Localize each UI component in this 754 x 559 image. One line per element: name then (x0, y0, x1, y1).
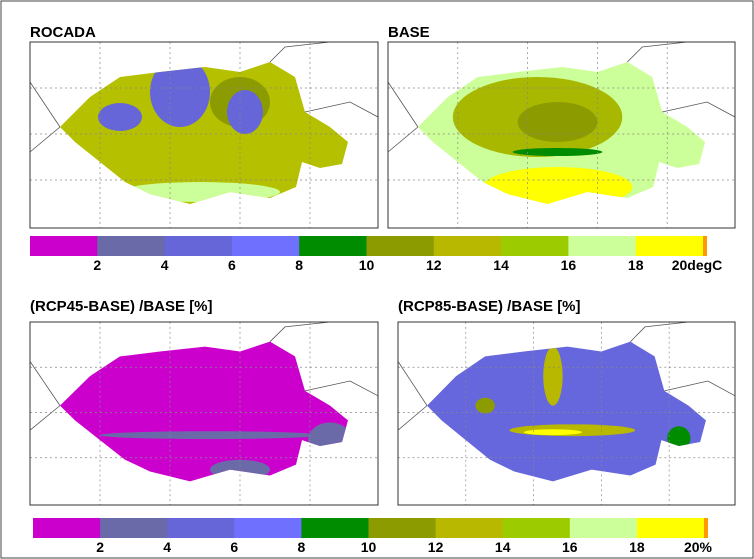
colorbar-segment (33, 518, 101, 538)
colorbar-segment (367, 236, 435, 256)
colorbar-segment (165, 236, 233, 256)
patch (100, 431, 320, 439)
colorbar-label: 2 (93, 257, 101, 273)
colorbar-label: 18 (629, 539, 645, 555)
colorbar-label: 12 (428, 539, 444, 555)
patch (543, 347, 562, 406)
panel-title: BASE (388, 24, 430, 41)
patch (475, 398, 494, 414)
colorbar-tip (704, 518, 708, 538)
colorbar-label: 10 (359, 257, 375, 273)
map-panel (30, 42, 378, 228)
map-panel (388, 42, 735, 228)
colorbar-label: 6 (228, 257, 236, 273)
colorbar-segment (301, 518, 369, 538)
patch (98, 103, 142, 131)
colorbar-label: 8 (295, 257, 303, 273)
colorbar-segment (97, 236, 165, 256)
patch (513, 148, 603, 156)
patch (227, 90, 263, 134)
colorbar-segment (568, 236, 636, 256)
patch (518, 102, 598, 142)
patch (524, 429, 582, 435)
colorbar-label: 14 (495, 539, 511, 555)
colorbar-label: 18 (628, 257, 644, 273)
colorbar-label: 16 (562, 539, 578, 555)
colorbar-segment (436, 518, 504, 538)
panel-title: (RCP45-BASE) /BASE [%] (30, 298, 213, 315)
colorbar-segment (501, 236, 569, 256)
colorbar-segment (636, 236, 704, 256)
colorbar-segment (167, 518, 235, 538)
colorbar-label: 14 (493, 257, 509, 273)
colorbar-label: 2 (96, 539, 104, 555)
colorbar-segment (637, 518, 705, 538)
colorbar-label: 20degC (672, 257, 723, 273)
panel-title: (RCP85-BASE) /BASE [%] (398, 298, 581, 315)
colorbar-label: 16 (561, 257, 577, 273)
colorbar-segment (434, 236, 502, 256)
colorbar-segment (299, 236, 367, 256)
colorbar-segment (100, 518, 168, 538)
colorbar-segment (503, 518, 571, 538)
colorbar-label: 20% (684, 539, 713, 555)
panel-title: ROCADA (30, 24, 96, 41)
map-panel (30, 322, 378, 505)
colorbar-label: 12 (426, 257, 442, 273)
map-panel (398, 322, 735, 505)
colorbar-label: 10 (361, 539, 377, 555)
colorbar-segment (234, 518, 302, 538)
colorbar-label: 4 (163, 539, 171, 555)
colorbar-tip (703, 236, 707, 256)
colorbar-segment (30, 236, 98, 256)
colorbar-segment (232, 236, 300, 256)
colorbar-label: 8 (298, 539, 306, 555)
colorbar-segment (570, 518, 638, 538)
figure: ROCADA BASE (RCP45-BASE) /BASE [%] (RCP8… (0, 0, 754, 559)
colorbar-label: 4 (161, 257, 169, 273)
colorbar-segment (369, 518, 437, 538)
colorbar-label: 6 (230, 539, 238, 555)
